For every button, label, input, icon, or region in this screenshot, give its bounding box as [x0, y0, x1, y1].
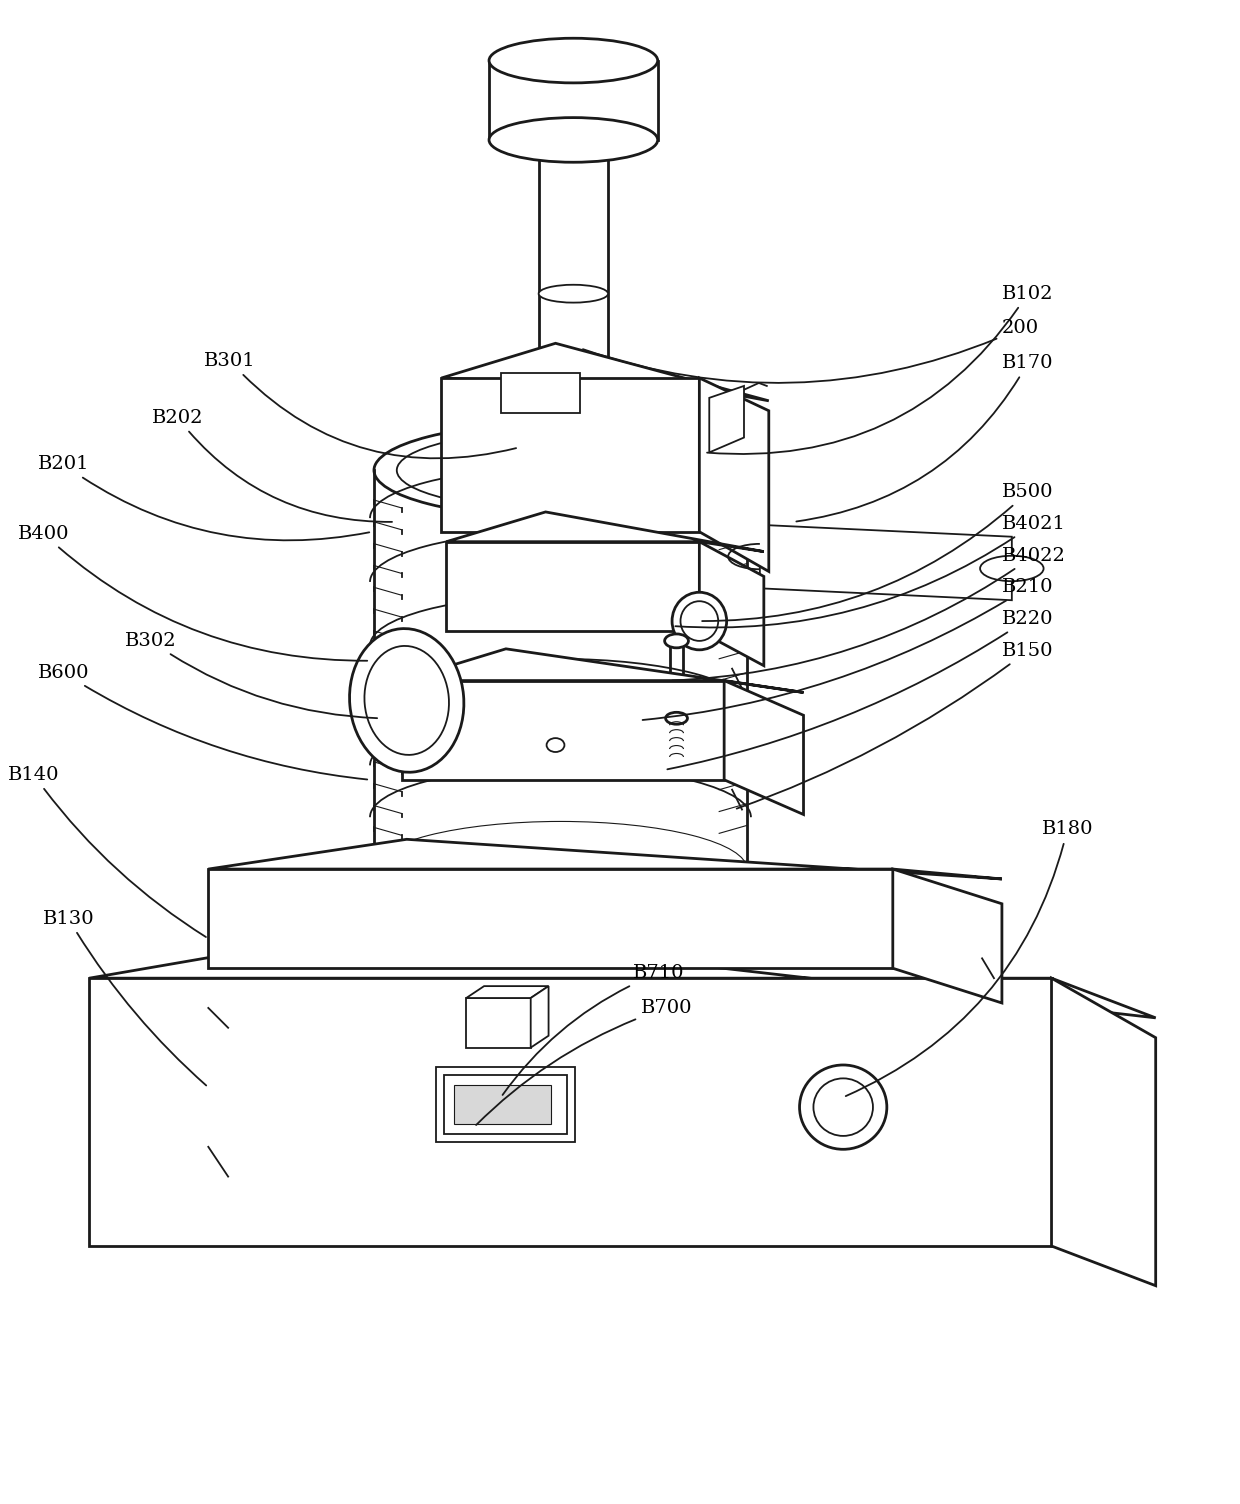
Polygon shape	[446, 511, 764, 552]
Text: B220: B220	[667, 611, 1054, 770]
Polygon shape	[208, 839, 1002, 878]
Text: B202: B202	[151, 409, 392, 522]
Text: 200: 200	[583, 319, 1039, 384]
Text: B700: B700	[476, 999, 692, 1125]
Polygon shape	[501, 373, 580, 412]
Text: B710: B710	[502, 964, 684, 1095]
Polygon shape	[402, 648, 804, 692]
Text: B130: B130	[42, 910, 206, 1086]
Polygon shape	[1052, 978, 1156, 1286]
Text: B500: B500	[702, 483, 1054, 621]
Ellipse shape	[665, 635, 688, 648]
Ellipse shape	[800, 1065, 887, 1149]
Ellipse shape	[374, 423, 746, 517]
Polygon shape	[893, 869, 1002, 1003]
Ellipse shape	[980, 556, 1044, 581]
Ellipse shape	[538, 368, 608, 388]
Text: B302: B302	[125, 632, 377, 719]
Ellipse shape	[365, 645, 449, 755]
Text: B4021: B4021	[676, 514, 1066, 627]
Polygon shape	[441, 378, 699, 532]
Text: B301: B301	[205, 352, 516, 459]
Polygon shape	[699, 378, 769, 572]
Polygon shape	[454, 1086, 551, 1123]
Polygon shape	[724, 681, 804, 815]
Polygon shape	[208, 869, 893, 969]
Ellipse shape	[489, 38, 657, 83]
Text: B140: B140	[7, 766, 206, 937]
Text: B150: B150	[737, 642, 1054, 809]
Ellipse shape	[672, 593, 727, 650]
Ellipse shape	[547, 738, 564, 752]
Polygon shape	[89, 978, 1052, 1245]
Polygon shape	[538, 140, 608, 378]
Polygon shape	[446, 541, 699, 632]
Ellipse shape	[489, 117, 657, 162]
Text: B210: B210	[642, 579, 1054, 720]
Text: B400: B400	[17, 525, 367, 660]
Text: B600: B600	[37, 663, 367, 779]
Text: B170: B170	[796, 353, 1054, 522]
Polygon shape	[436, 1068, 575, 1142]
Text: B4022: B4022	[672, 546, 1066, 680]
Ellipse shape	[538, 284, 608, 302]
Polygon shape	[466, 987, 548, 999]
Polygon shape	[441, 343, 769, 402]
Ellipse shape	[681, 602, 718, 641]
Polygon shape	[709, 387, 744, 453]
Polygon shape	[402, 681, 724, 779]
Ellipse shape	[666, 713, 687, 725]
Polygon shape	[760, 525, 1012, 600]
Polygon shape	[444, 1075, 568, 1134]
Ellipse shape	[350, 629, 464, 772]
Text: B102: B102	[707, 284, 1054, 454]
Polygon shape	[89, 928, 1156, 1018]
Ellipse shape	[813, 1078, 873, 1136]
Text: B180: B180	[846, 820, 1094, 1096]
Polygon shape	[466, 999, 531, 1048]
Polygon shape	[489, 60, 657, 140]
Polygon shape	[699, 541, 764, 666]
Polygon shape	[531, 987, 548, 1048]
Text: B201: B201	[37, 456, 370, 540]
